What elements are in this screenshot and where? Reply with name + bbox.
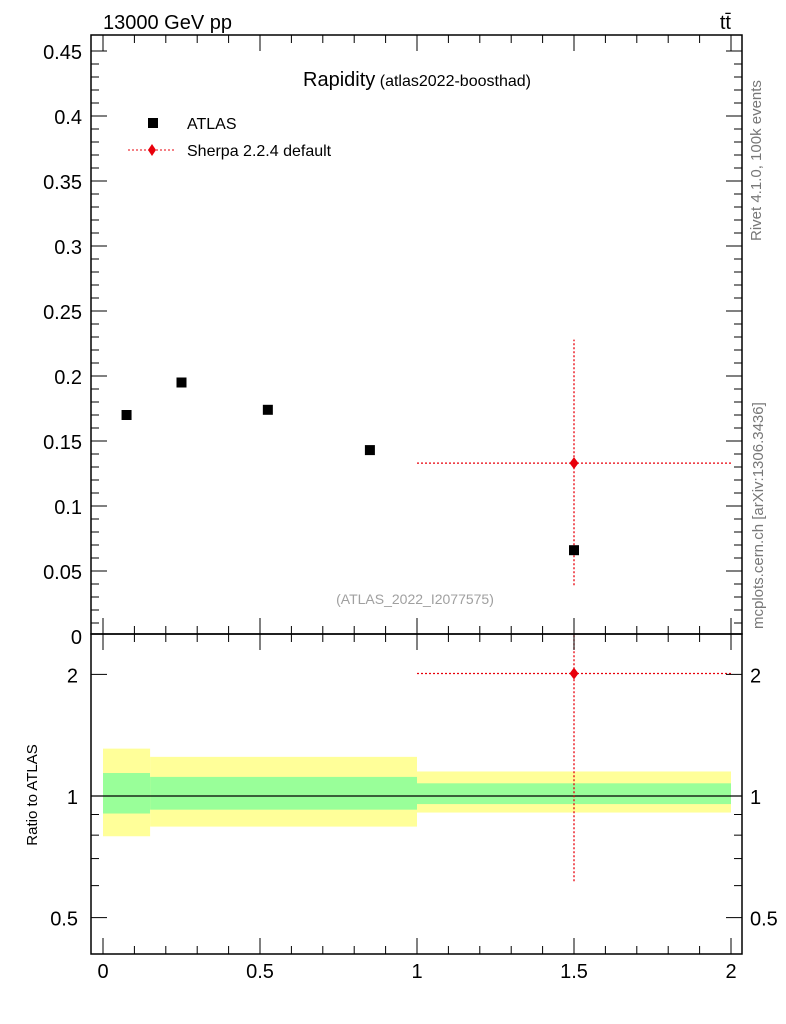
main-y-axis: 0 0.05 0.1 0.15 0.2 0.25 0.3 0.35 0.4 0.45 [43,42,742,649]
main-y-tick-label: 0.1 [54,497,82,519]
ratio-y-axis-label: Ratio to ATLAS [24,744,41,845]
chart-subtitle: (atlas2022-boosthad) [380,73,531,90]
main-panel: 0 0.05 0.1 0.15 0.2 0.25 0.3 0.35 0.4 0.45 Rapidi… [43,34,743,649]
atlas-point [176,377,187,388]
legend-atlas-label: ATLAS [187,116,237,133]
x-tick-label: 2 [725,961,736,983]
chart-title: Rapidity (atlas2022-boosthad) [303,69,531,91]
legend-sherpa-label: Sherpa 2.2.4 default [187,143,332,160]
mcplots-label: mcplots.cern.ch [arXiv:1306.3436] [750,402,767,629]
ratio-y-axis: 0.5 0.5 1 1 2 2 [50,665,778,930]
main-y-tick-label: 0.45 [43,42,82,64]
main-x-axis-ticks [102,35,732,634]
ratio-y-tick-label-right: 1 [750,787,761,809]
x-tick-label: 0 [97,961,108,983]
main-y-tick-label: 0.35 [43,172,82,194]
chart-title-main: Rapidity [303,69,375,91]
main-y-tick-label: 0.25 [43,302,82,324]
main-y-tick-label: 0 [71,627,82,649]
ratio-y-tick-label-right: 0.5 [750,909,778,931]
legend: ATLAS Sherpa 2.2.4 default [128,116,332,160]
legend-sherpa-marker [148,144,156,156]
main-y-tick-label: 0.15 [43,432,82,454]
main-y-tick-label: 0.4 [54,107,82,129]
ratio-y-tick-label: 1 [67,787,78,809]
process-label: tt̄ [720,12,732,34]
legend-atlas-marker [148,118,158,128]
sherpa-ratio-point [569,667,579,680]
atlas-point [569,545,579,556]
atlas-point [364,445,375,456]
stat-uncertainty-band [150,776,417,810]
main-data-marks [121,339,731,586]
x-tick-label: 1 [411,961,422,983]
stat-uncertainty-band [103,773,151,814]
energy-label: 13000 GeV pp [103,12,232,34]
ratio-data-marks [91,634,742,882]
main-y-tick-label: 0.05 [43,562,82,584]
rivet-version-label: Rivet 4.1.0, 100k events [748,80,765,241]
ratio-uncertainty-bands [103,748,731,837]
analysis-label: (ATLAS_2022_I2077575) [336,591,494,607]
ratio-y-tick-label-right: 2 [750,665,761,687]
atlas-point [121,410,132,420]
atlas-point [262,404,273,415]
main-y-tick-label: 0.2 [54,367,82,389]
main-y-tick-label: 0.3 [54,237,82,259]
x-tick-label: 1.5 [560,961,588,983]
ratio-y-tick-label: 2 [67,665,78,687]
sherpa-point [569,457,579,470]
ratio-panel: 0.5 0.5 1 1 2 2 0 0.5 1 1.5 2 Ratio to ATLAS [24,633,778,983]
x-tick-label: 0.5 [246,961,274,983]
ratio-y-tick-label: 0.5 [50,909,78,931]
ratio-x-axis: 0 0.5 1 1.5 2 [97,634,737,983]
stat-uncertainty-band [417,783,731,805]
